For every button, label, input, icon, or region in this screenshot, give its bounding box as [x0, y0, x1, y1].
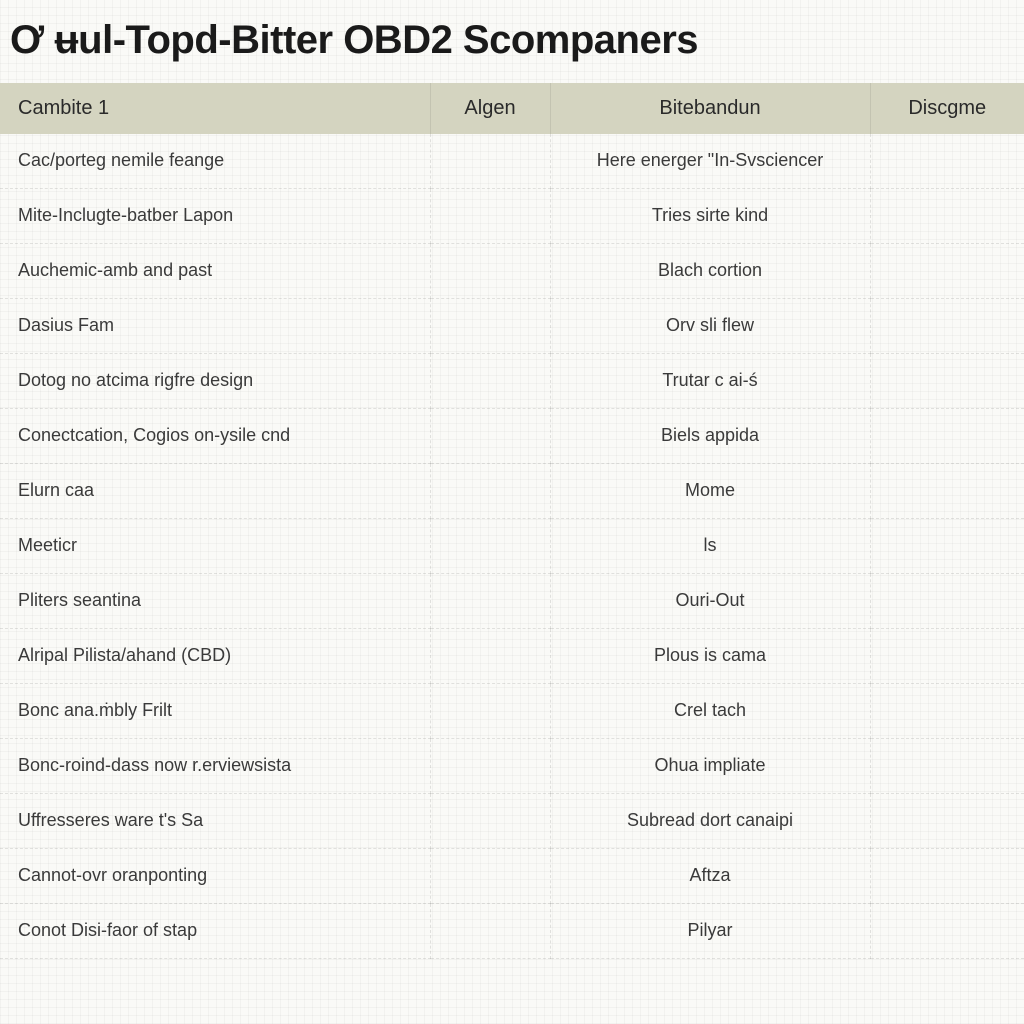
- table-cell: [430, 299, 550, 354]
- table-cell: [870, 574, 1024, 629]
- table-cell: [430, 189, 550, 244]
- table-header-cell: Discgme: [870, 83, 1024, 134]
- table-cell: [870, 684, 1024, 739]
- table-cell: [430, 519, 550, 574]
- table-cell: [870, 739, 1024, 794]
- table-cell: Alripal Pilista/ahand (CBD): [0, 629, 430, 684]
- table-cell: [870, 794, 1024, 849]
- table-cell: Biels appida: [550, 409, 870, 464]
- table-row: Dotog no atcima rigfre design Trutar c ai…: [0, 354, 1024, 409]
- table-cell: [430, 684, 550, 739]
- table-cell: [870, 299, 1024, 354]
- table-cell: Orv sli flew: [550, 299, 870, 354]
- table-cell: [430, 409, 550, 464]
- table-cell: [430, 904, 550, 959]
- table-cell: Plous is cama: [550, 629, 870, 684]
- table-cell: [430, 574, 550, 629]
- table-cell: [430, 134, 550, 189]
- table-row: Elurn caa Mome: [0, 464, 1024, 519]
- table-header-cell: Cambite 1: [0, 83, 430, 134]
- table-cell: Dasius Fam: [0, 299, 430, 354]
- table-cell: Uffresseres ware t's Sa: [0, 794, 430, 849]
- table-row: Conectcation, Cogios on-ysile cnd Biels a…: [0, 409, 1024, 464]
- table-cell: [430, 794, 550, 849]
- table-cell: [870, 629, 1024, 684]
- table-cell: Tries sirte kind: [550, 189, 870, 244]
- table-row: Meeticr ls: [0, 519, 1024, 574]
- table-cell: Elurn caa: [0, 464, 430, 519]
- table-cell: [870, 134, 1024, 189]
- table-cell: [870, 519, 1024, 574]
- table-body: Cac/porteg nemile feange Here energer "In…: [0, 134, 1024, 959]
- table-row: Conot Disi-faor of stap Pilyar: [0, 904, 1024, 959]
- table-header-cell: Bitebandun: [550, 83, 870, 134]
- table-row: Cac/porteg nemile feange Here energer "In…: [0, 134, 1024, 189]
- table-cell: Auchemic-amb and past: [0, 244, 430, 299]
- table-cell: Mome: [550, 464, 870, 519]
- table-row: Alripal Pilista/ahand (CBD) Plous is cama: [0, 629, 1024, 684]
- table-cell: [430, 739, 550, 794]
- table-cell: Blach cortion: [550, 244, 870, 299]
- table-cell: [870, 409, 1024, 464]
- table-cell: Bonc ana.ṁbly Frilt: [0, 684, 430, 739]
- table-row: Bonc-roind-dass now r.erviewsista Ohua im…: [0, 739, 1024, 794]
- table-cell: [870, 354, 1024, 409]
- table-cell: Pilyar: [550, 904, 870, 959]
- table-cell: ls: [550, 519, 870, 574]
- table-cell: [430, 354, 550, 409]
- table-cell: Mite-Inclugte-batber Lapon: [0, 189, 430, 244]
- table-cell: Ouri-Out: [550, 574, 870, 629]
- table-cell: [870, 189, 1024, 244]
- table-row: Pliters seantina Ouri-Out: [0, 574, 1024, 629]
- table-cell: Bonc-roind-dass now r.erviewsista: [0, 739, 430, 794]
- table-row: Bonc ana.ṁbly Frilt Crel tach: [0, 684, 1024, 739]
- table-cell: [430, 629, 550, 684]
- table-cell: Conectcation, Cogios on-ysile cnd: [0, 409, 430, 464]
- table-cell: [430, 849, 550, 904]
- table-cell: Pliters seantina: [0, 574, 430, 629]
- table-cell: [870, 849, 1024, 904]
- table-cell: [430, 244, 550, 299]
- page-title: Ơ ʉul-Topd-Bitter OBD2 Scompaners: [0, 0, 1024, 83]
- table-cell: Conot Disi-faor of stap: [0, 904, 430, 959]
- table-row: Auchemic-amb and past Blach cortion: [0, 244, 1024, 299]
- table-header-row: Cambite 1 Algen Bitebandun Discgme: [0, 83, 1024, 134]
- table-cell: Dotog no atcima rigfre design: [0, 354, 430, 409]
- table-cell: Meeticr: [0, 519, 430, 574]
- table-row: Uffresseres ware t's Sa Subread dort cana…: [0, 794, 1024, 849]
- table-cell: [870, 244, 1024, 299]
- table-cell: Subread dort canaipi: [550, 794, 870, 849]
- table-row: Mite-Inclugte-batber Lapon Tries sirte ki…: [0, 189, 1024, 244]
- comparison-table: Cambite 1 Algen Bitebandun Discgme Cac/p…: [0, 83, 1024, 959]
- table-cell: Cac/porteg nemile feange: [0, 134, 430, 189]
- table-cell: Here energer "In-Svsciencer: [550, 134, 870, 189]
- table-cell: Ohua impliate: [550, 739, 870, 794]
- table-cell: Aftza: [550, 849, 870, 904]
- table-cell: Trutar c ai-ś: [550, 354, 870, 409]
- table-cell: Crel tach: [550, 684, 870, 739]
- table-row: Dasius Fam Orv sli flew: [0, 299, 1024, 354]
- table-cell: [430, 464, 550, 519]
- table-header-cell: Algen: [430, 83, 550, 134]
- table-cell: [870, 464, 1024, 519]
- table-cell: [870, 904, 1024, 959]
- table-cell: Cannot-ovr oranponting: [0, 849, 430, 904]
- table-row: Cannot-ovr oranponting Aftza: [0, 849, 1024, 904]
